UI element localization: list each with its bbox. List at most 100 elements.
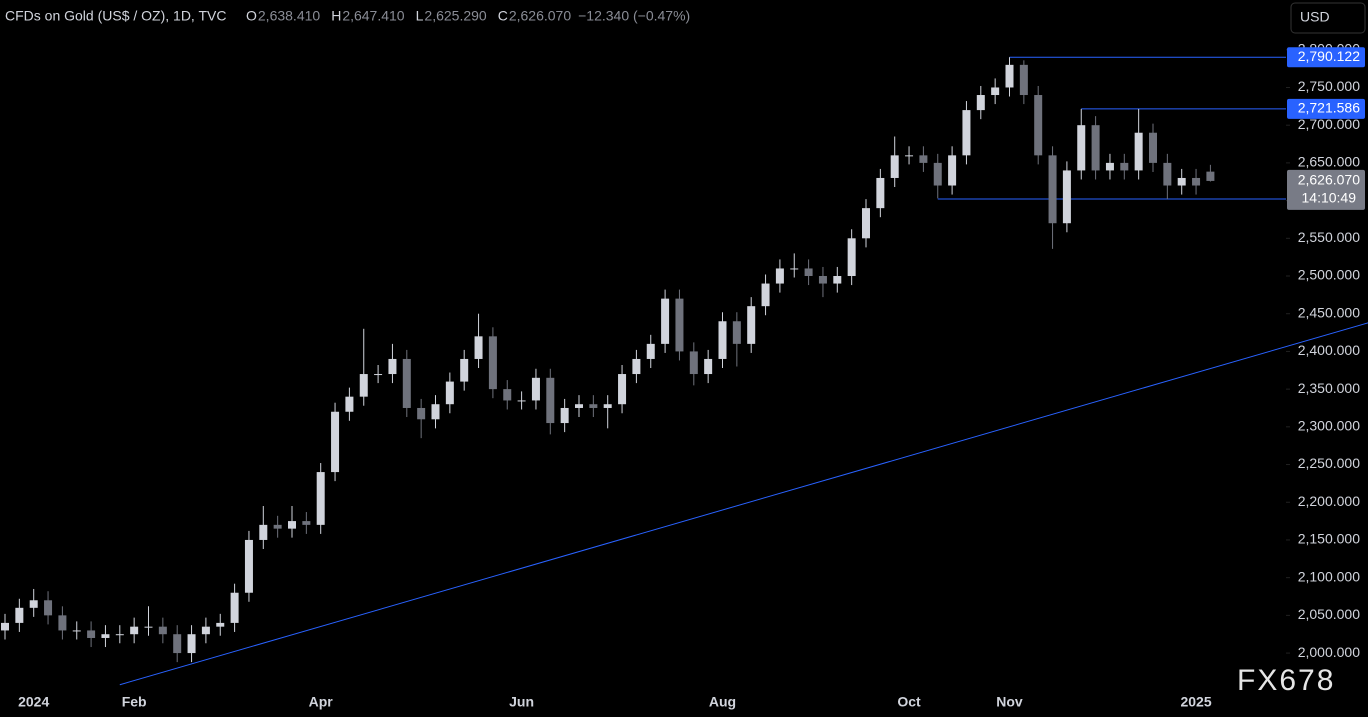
candle-body [976,95,985,111]
candle-body [1019,64,1028,96]
candle-body [675,298,684,352]
candle-body [732,321,741,344]
ohlc-value: 2,626.070 [509,8,571,24]
candle-body [1163,162,1172,186]
level-label: 2,790.122 [1298,48,1360,64]
candle-body [1077,125,1086,171]
candle-body [790,268,799,270]
last-price-box [1287,169,1365,210]
candle-body [689,351,698,375]
y-tick-label: 2,400.000 [1298,342,1360,358]
y-tick-label: 2,750.000 [1298,78,1360,94]
candle-body [187,634,196,654]
candle-body [144,626,153,628]
y-tick-label: 2,500.000 [1298,267,1360,283]
candle-body [87,630,96,638]
candle-body [201,626,210,635]
candle-body [818,276,827,284]
x-tick-label: Oct [897,694,921,710]
ohlc-value: 2,625.290 [424,8,486,24]
candle-body [862,208,870,239]
candle-body [101,634,110,638]
x-tick-label: 2024 [18,694,49,710]
candle-body [1192,177,1201,186]
y-tick-label: 2,300.000 [1298,418,1360,434]
candle-body [1134,132,1143,171]
candle-body [1091,125,1100,171]
y-tick-label: 2,150.000 [1298,531,1360,547]
ohlc-key: C [498,8,508,24]
candle-body [259,524,268,540]
candle-body [72,630,81,632]
candle-body [216,622,225,627]
candle-body [359,374,368,397]
candle-body [431,404,440,420]
candle-body [531,377,540,401]
ohlc-key: O [246,8,257,24]
candle-body [44,600,53,616]
x-tick-label: Feb [122,694,147,710]
candle-body [1105,162,1114,171]
y-tick-label: 2,700.000 [1298,116,1360,132]
y-tick-label: 2,250.000 [1298,455,1360,471]
candle-body [575,404,583,408]
x-tick-label: 2025 [1180,694,1211,710]
candle-body [1034,95,1043,156]
currency-button[interactable] [1290,2,1366,34]
candle-body [460,358,469,382]
candle-body [345,396,354,412]
candle-body [1149,132,1157,163]
ohlc-key: H [331,8,341,24]
x-tick-label: Nov [996,694,1023,710]
y-tick-label: 2,650.000 [1298,154,1360,170]
candle-body [546,377,555,424]
candle-body [876,177,885,209]
candle-body [948,155,957,186]
candle-body [288,521,296,529]
x-tick-label: Jun [509,694,534,710]
candle-body [560,407,569,424]
candle-body [402,358,411,408]
candle-body [517,400,526,402]
y-tick-label: 2,050.000 [1298,606,1360,622]
x-tick-label: Aug [709,694,736,710]
candle-body [115,634,124,636]
candle-body [316,472,325,525]
candle-body [991,87,1000,96]
candle-body [230,592,239,623]
ohlc-key: L [416,8,424,24]
candle-body [833,276,842,284]
countdown: 14:10:49 [1302,190,1357,206]
candle-body [445,381,454,405]
candle-body [847,238,856,277]
y-tick-label: 2,100.000 [1298,568,1360,584]
candle-body [718,321,727,359]
candle-body [1177,177,1186,186]
candle-body [775,268,784,284]
candle-body [905,155,914,157]
candle-body [933,162,942,186]
candle-body [29,600,38,608]
candle-body [503,389,512,401]
candle-body [962,110,971,156]
y-tick-label: 2,550.000 [1298,229,1360,245]
level-label-box [1287,98,1365,119]
last-price-label: 2,626.070 [1298,172,1360,188]
candle-body [173,634,182,654]
watermark: FX678 [1237,664,1335,697]
candle-body [474,336,483,359]
candle-body [1062,170,1071,224]
y-tick-label: 2,000.000 [1298,644,1360,660]
level-label-box [1287,47,1365,68]
chart-title: CFDs on Gold (US$ / OZ), 1D, TVC [5,8,226,24]
ohlc-value: 2,647.410 [342,8,404,24]
price-change: −12.340 (−0.47%) [578,8,690,24]
y-tick-label: 2,200.000 [1298,493,1360,509]
currency-label[interactable]: USD [1300,9,1330,25]
trendline [119,322,1368,686]
candle-body [1120,162,1129,171]
y-tick-label: 2,450.000 [1298,304,1360,320]
candle-body [1048,155,1057,224]
